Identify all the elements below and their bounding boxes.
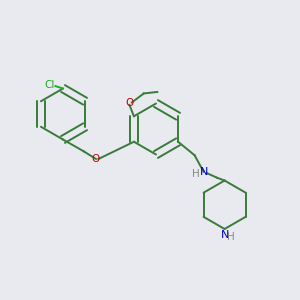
Text: Cl: Cl <box>44 80 55 91</box>
Text: N: N <box>200 167 208 177</box>
Text: O: O <box>125 98 134 108</box>
Text: N: N <box>220 230 229 240</box>
Text: H: H <box>227 232 235 242</box>
Text: O: O <box>92 154 100 164</box>
Text: H: H <box>192 169 200 179</box>
